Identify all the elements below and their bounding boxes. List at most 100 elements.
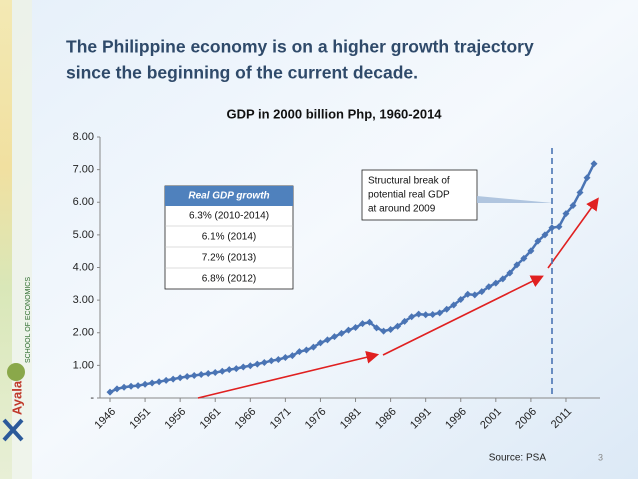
data-point: [323, 336, 331, 344]
data-point: [429, 310, 437, 318]
data-line: [109, 163, 596, 394]
data-point: [345, 326, 353, 334]
annotation-line: potential real GDP: [368, 190, 450, 201]
title-line: since the beginning of the current decad…: [66, 63, 418, 83]
y-tick-label: 5.00: [73, 229, 94, 241]
data-point: [450, 301, 458, 309]
data-point: [373, 324, 381, 332]
data-point: [359, 320, 367, 328]
annotation-line: at around 2009: [368, 204, 436, 215]
data-point: [148, 379, 156, 387]
data-point: [387, 325, 395, 333]
data-point: [330, 333, 338, 341]
annotation-callout: [477, 196, 553, 203]
data-point: [443, 305, 451, 313]
data-point: [211, 369, 219, 377]
data-point: [190, 371, 198, 379]
data-point: [246, 362, 254, 370]
table-cell: 6.8% (2012): [202, 274, 256, 285]
y-tick-label: 1.00: [73, 359, 94, 371]
left-strip: [0, 0, 12, 479]
data-point: [555, 223, 563, 231]
data-point: [548, 224, 556, 232]
data-point: [113, 385, 121, 393]
data-point: [520, 254, 528, 262]
data-point: [499, 275, 507, 283]
y-tick-label: 2.00: [73, 327, 94, 339]
data-point: [576, 188, 584, 196]
school-text: SCHOOL OF ECONOMICS: [25, 277, 32, 363]
table-cell: 7.2% (2013): [202, 253, 256, 264]
data-point: [337, 329, 345, 337]
chart-title: GDP in 2000 billion Php, 1960-2014: [226, 106, 442, 121]
data-point: [422, 311, 430, 319]
data-point: [478, 288, 486, 296]
data-point: [295, 348, 303, 356]
data-point: [541, 231, 549, 239]
data-point: [267, 357, 275, 365]
data-point: [253, 360, 261, 368]
data-point: [415, 310, 423, 318]
data-point: [583, 174, 591, 182]
y-tick-label: 6.00: [73, 196, 94, 208]
data-point: [274, 356, 282, 364]
data-point: [204, 370, 212, 378]
data-point: [506, 269, 514, 277]
data-point: [120, 383, 128, 391]
trend-arrow: [197, 351, 380, 399]
logo-text: Ayala: [9, 380, 24, 415]
data-point: [281, 354, 289, 362]
data-point: [288, 352, 296, 360]
y-tick-label: 8.00: [73, 131, 94, 143]
data-point: [366, 318, 374, 326]
data-point: [513, 261, 521, 269]
data-point: [176, 374, 184, 382]
source: Source: PSA: [489, 453, 547, 464]
data-point: [239, 363, 247, 371]
data-point: [197, 371, 205, 379]
table-header: Real GDP growth: [188, 191, 269, 202]
data-point: [569, 202, 577, 210]
data-point: [106, 388, 114, 396]
page-number: 3: [598, 452, 603, 462]
left-strip-2: [12, 0, 32, 479]
data-point: [218, 367, 226, 375]
logo-seal: [7, 363, 25, 381]
data-point: [485, 283, 493, 291]
data-point: [464, 290, 472, 298]
data-point: [155, 378, 163, 386]
logo-mark: [2, 418, 24, 442]
data-point: [492, 279, 500, 287]
data-point: [134, 382, 142, 390]
data-point: [316, 339, 324, 347]
data-point: [394, 322, 402, 330]
data-point: [260, 358, 268, 366]
data-point: [436, 309, 444, 317]
y-tick-label: -: [90, 392, 94, 404]
data-point: [162, 376, 170, 384]
trend-arrow: [382, 275, 544, 356]
data-point: [408, 313, 416, 321]
data-point: [471, 291, 479, 299]
y-tick-label: 4.00: [73, 261, 94, 273]
data-point: [457, 295, 465, 303]
data-point: [534, 237, 542, 245]
data-point: [127, 382, 135, 390]
table-cell: 6.1% (2014): [202, 232, 256, 243]
data-point: [562, 210, 570, 218]
data-point: [302, 346, 310, 354]
data-point: [232, 365, 240, 373]
y-tick-label: 3.00: [73, 294, 94, 306]
data-point: [380, 327, 388, 335]
data-point: [401, 317, 409, 325]
y-tick-label: 7.00: [73, 164, 94, 176]
data-point: [590, 160, 598, 168]
data-point: [527, 247, 535, 255]
table-cell: 6.3% (2010-2014): [189, 211, 269, 222]
data-point: [309, 343, 317, 351]
trend-arrow: [547, 197, 599, 269]
title-line: The Philippine economy is on a higher gr…: [66, 37, 534, 57]
data-point: [183, 372, 191, 380]
